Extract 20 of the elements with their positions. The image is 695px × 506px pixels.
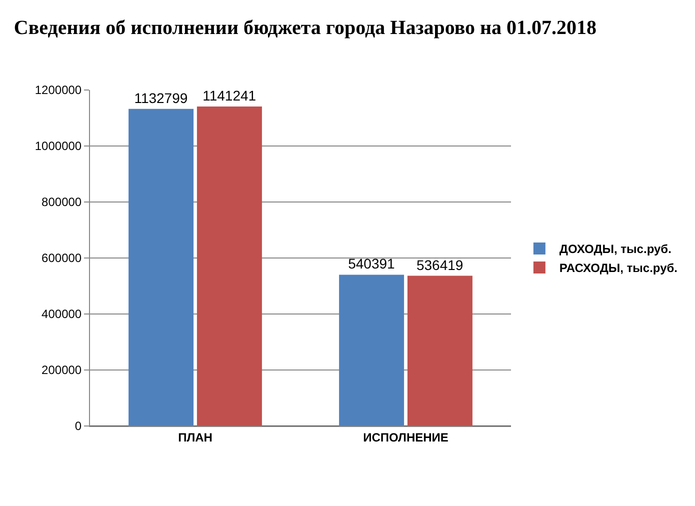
y-tick-label: 200000	[42, 363, 82, 378]
y-tick-label: 0	[74, 419, 82, 434]
legend-label: РАСХОДЫ, тыс.руб.	[559, 261, 678, 276]
bar	[128, 108, 194, 426]
y-tick-label: 1200000	[34, 83, 82, 98]
bar	[407, 276, 472, 426]
x-tick-label: ИСПОЛНЕНИЕ	[363, 430, 448, 444]
data-label: 1141241	[202, 87, 256, 104]
chart-title: Сведения об исполнении бюджета города Назарово на 01.07.2018	[14, 17, 597, 40]
y-tick-label: 1000000	[34, 139, 82, 154]
x-tick-label: ПЛАН	[178, 430, 212, 444]
bar	[339, 274, 404, 426]
legend-label: ДОХОДЫ, тыс.руб.	[559, 242, 672, 256]
y-tick-label: 800000	[42, 195, 82, 210]
y-tick-label: 400000	[42, 307, 82, 322]
data-label: 1132799	[134, 90, 188, 106]
y-tick-label: 600000	[42, 251, 82, 266]
bar	[196, 106, 262, 426]
data-label: 540391	[348, 256, 396, 272]
data-label: 536419	[416, 256, 464, 273]
